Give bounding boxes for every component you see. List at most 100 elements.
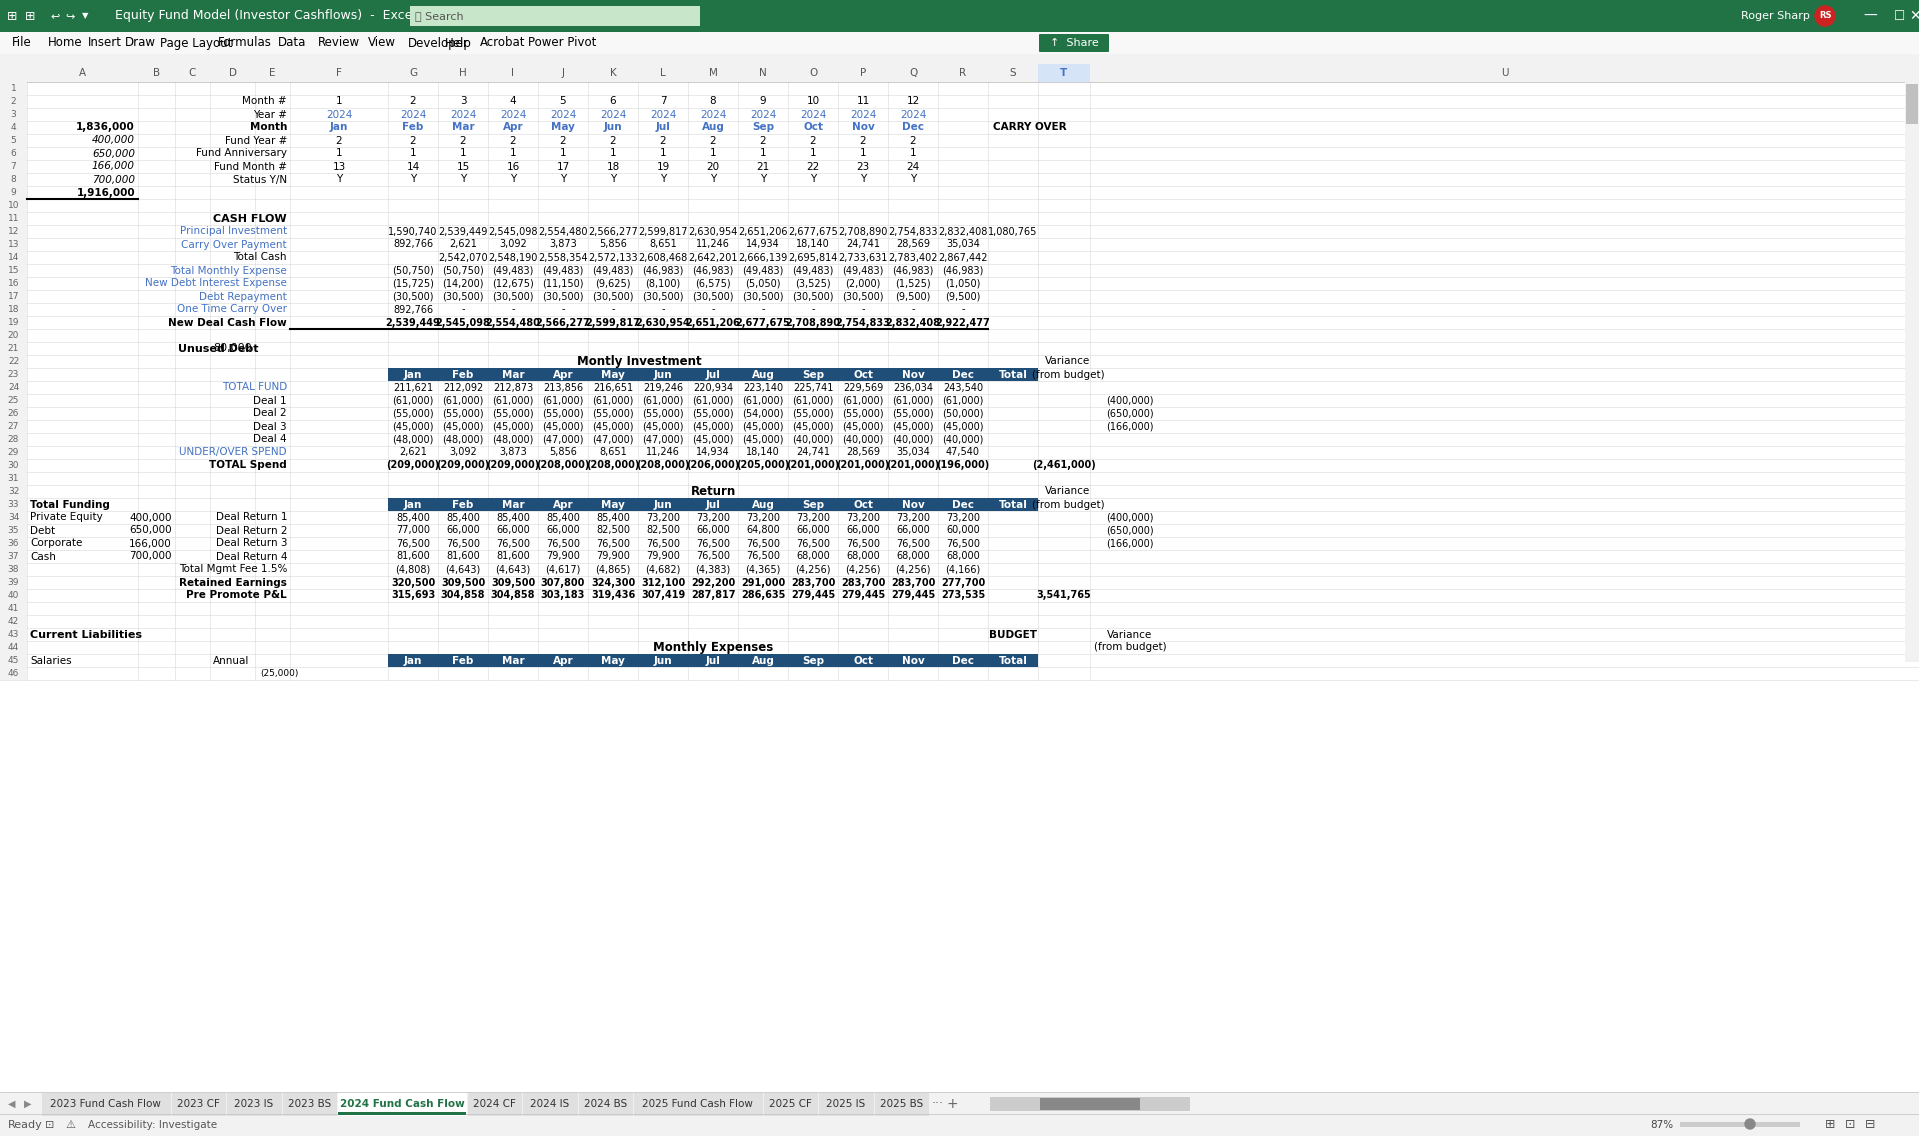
- Text: 8,651: 8,651: [599, 448, 628, 458]
- Text: ↪: ↪: [65, 11, 75, 20]
- Text: Aug: Aug: [752, 655, 775, 666]
- Text: Fund Anniversary: Fund Anniversary: [196, 149, 288, 159]
- Text: 38: 38: [8, 565, 19, 574]
- Text: T: T: [1061, 68, 1067, 78]
- Text: Nov: Nov: [902, 369, 925, 379]
- Text: R: R: [960, 68, 967, 78]
- Text: 24,741: 24,741: [846, 240, 881, 250]
- Text: 2,651,206: 2,651,206: [685, 317, 741, 327]
- Text: 14,934: 14,934: [697, 448, 729, 458]
- Text: 2: 2: [461, 135, 466, 145]
- Text: ▼: ▼: [83, 11, 88, 20]
- Text: (4,643): (4,643): [495, 565, 532, 575]
- Text: 1: 1: [336, 97, 342, 107]
- Text: 2,630,954: 2,630,954: [689, 226, 737, 236]
- Text: (30,500): (30,500): [441, 292, 484, 301]
- Text: (30,500): (30,500): [593, 292, 633, 301]
- Text: 11,246: 11,246: [647, 448, 679, 458]
- Text: (30,500): (30,500): [543, 292, 583, 301]
- Text: 700,000: 700,000: [92, 175, 134, 184]
- Bar: [1679, 1122, 1800, 1127]
- Text: (209,000): (209,000): [436, 460, 489, 470]
- Text: 324,300: 324,300: [591, 577, 635, 587]
- Text: (40,000): (40,000): [842, 434, 883, 444]
- Bar: [0, 0, 1919, 32]
- Text: 76,500: 76,500: [746, 551, 779, 561]
- Text: 2,566,277: 2,566,277: [535, 317, 591, 327]
- Text: 85,400: 85,400: [597, 512, 629, 523]
- Text: 2,621: 2,621: [449, 240, 478, 250]
- Text: 85,400: 85,400: [395, 512, 430, 523]
- Text: 64,800: 64,800: [746, 526, 779, 535]
- Text: Variance: Variance: [1107, 629, 1153, 640]
- Text: 4: 4: [510, 97, 516, 107]
- Text: 66,000: 66,000: [896, 526, 931, 535]
- Text: 1,080,765: 1,080,765: [988, 226, 1038, 236]
- Text: 40: 40: [8, 591, 19, 600]
- Text: 18,140: 18,140: [796, 240, 829, 250]
- Text: Y: Y: [910, 175, 915, 184]
- Text: 85,400: 85,400: [497, 512, 530, 523]
- Text: 2: 2: [610, 135, 616, 145]
- Text: New Debt Interest Expense: New Debt Interest Expense: [146, 278, 288, 289]
- Text: 2,630,954: 2,630,954: [635, 317, 691, 327]
- Text: ⊡: ⊡: [1844, 1119, 1856, 1131]
- Bar: [875, 1093, 929, 1116]
- Text: 1: 1: [660, 149, 666, 159]
- Text: Month #: Month #: [242, 97, 288, 107]
- Text: 73,200: 73,200: [796, 512, 831, 523]
- Bar: [819, 1093, 873, 1116]
- Text: 243,540: 243,540: [942, 383, 983, 393]
- Text: 32: 32: [8, 487, 19, 496]
- Text: ↩: ↩: [50, 11, 59, 20]
- Text: Jul: Jul: [706, 500, 720, 510]
- Text: (9,625): (9,625): [595, 278, 631, 289]
- Text: (49,483): (49,483): [793, 266, 833, 276]
- Text: (8,100): (8,100): [645, 278, 681, 289]
- Text: 1,916,000: 1,916,000: [77, 187, 134, 198]
- Text: (650,000): (650,000): [1105, 526, 1153, 535]
- Text: Oct: Oct: [802, 123, 823, 133]
- Text: 650,000: 650,000: [129, 526, 173, 535]
- Text: 79,900: 79,900: [547, 551, 580, 561]
- Text: Mar: Mar: [501, 500, 524, 510]
- Text: 14,934: 14,934: [746, 240, 779, 250]
- Text: 236,034: 236,034: [892, 383, 933, 393]
- Bar: [0, 55, 1919, 64]
- Text: (from budget): (from budget): [1032, 500, 1103, 510]
- Text: (48,000): (48,000): [391, 434, 434, 444]
- Text: 2,695,814: 2,695,814: [789, 252, 839, 262]
- Text: 2023 CF: 2023 CF: [177, 1099, 221, 1109]
- Text: 307,800: 307,800: [541, 577, 585, 587]
- Text: (45,000): (45,000): [693, 434, 733, 444]
- Text: 2,548,190: 2,548,190: [487, 252, 537, 262]
- Text: (50,750): (50,750): [441, 266, 484, 276]
- Text: May: May: [551, 123, 576, 133]
- Text: 9: 9: [760, 97, 766, 107]
- Text: 19: 19: [8, 318, 19, 327]
- Text: Feb: Feb: [453, 369, 474, 379]
- Text: 17: 17: [557, 161, 570, 172]
- Text: May: May: [601, 369, 626, 379]
- Text: 892,766: 892,766: [393, 304, 434, 315]
- Text: 2024: 2024: [850, 109, 877, 119]
- Text: 220,934: 220,934: [693, 383, 733, 393]
- Text: (201,000): (201,000): [887, 460, 940, 470]
- Text: 82,500: 82,500: [647, 526, 679, 535]
- Text: 35,034: 35,034: [896, 448, 931, 458]
- Text: 273,535: 273,535: [940, 591, 984, 601]
- Text: O: O: [810, 68, 817, 78]
- Text: Jul: Jul: [706, 655, 720, 666]
- Text: 2,539,449: 2,539,449: [386, 317, 439, 327]
- Text: P: P: [860, 68, 865, 78]
- Text: 34: 34: [8, 513, 19, 523]
- Text: 2: 2: [409, 135, 416, 145]
- Text: I: I: [512, 68, 514, 78]
- Text: 24: 24: [8, 383, 19, 392]
- Text: ⊟: ⊟: [1865, 1119, 1875, 1131]
- Text: Year #: Year #: [253, 109, 288, 119]
- Text: 400,000: 400,000: [92, 135, 134, 145]
- Text: File: File: [12, 36, 33, 50]
- Text: (15,725): (15,725): [391, 278, 434, 289]
- Bar: [388, 654, 1038, 667]
